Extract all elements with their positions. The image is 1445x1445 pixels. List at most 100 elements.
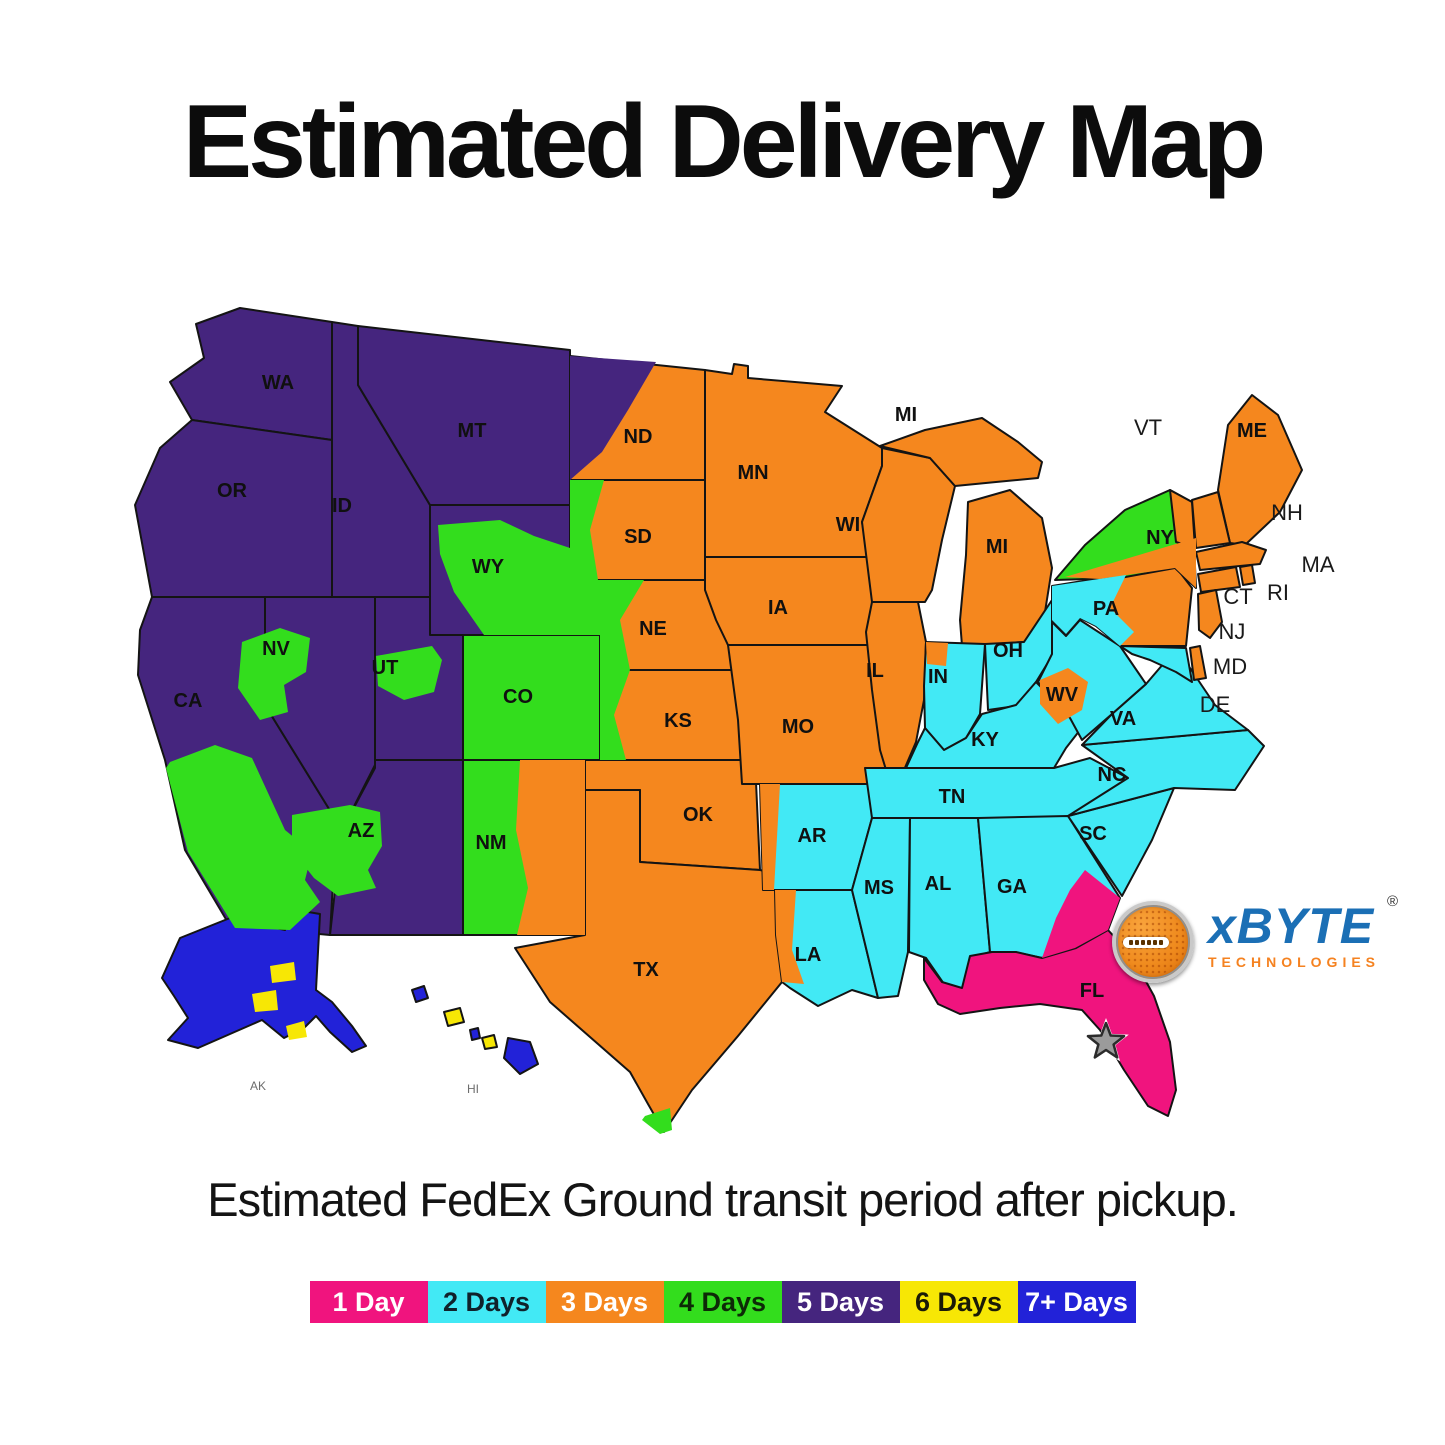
zone-patch-3day [926,642,948,666]
state-label-SD: SD [624,526,652,548]
state-CT [1197,566,1241,593]
legend-item-7day: 7+ Days [1017,1281,1136,1323]
legend-item-1day: 1 Day [309,1281,428,1323]
state-TX [514,789,783,1133]
state-label-FL: FL [1080,980,1104,1002]
state-label-WI: WI [836,514,860,536]
legend-item-3day: 3 Days [545,1281,664,1323]
state-label-VT: VT [1134,415,1162,440]
state-label-NV: NV [262,638,290,660]
state-NJ [1197,589,1223,639]
zone-patch-4day [438,520,570,635]
state-label-KY: KY [971,729,999,751]
state-label-DE: DE [1200,692,1231,717]
zone-patch-4day [570,480,604,580]
zone-patch-3day [1040,668,1088,724]
state-label-CT: CT [1223,584,1252,609]
state-label-WV: WV [1046,684,1079,706]
zone-patch-3day [1065,538,1196,588]
legend-item-6day: 6 Days [899,1281,1018,1323]
zone-patch-6day [270,962,296,983]
registered-mark: ® [1386,893,1399,910]
state-label-NC: NC [1098,764,1127,786]
state-label-NM: NM [475,832,506,854]
state-label-IL: IL [866,660,884,682]
xbyte-logo-icon [1112,901,1194,983]
state-label-WY: WY [472,556,505,578]
origin-star-marker [1086,1021,1126,1059]
state-label-ND: ND [624,426,653,448]
xbyte-logo-text: xBYTE ® TECHNOLOGIES [1208,893,1398,970]
zone-patch-4day [642,1108,672,1134]
state-label-OR: OR [217,480,248,502]
zone-patch-4day [376,646,442,700]
state-NC [1067,729,1265,817]
zone-patch-3day [775,890,804,984]
zone-patch-3day [516,760,585,935]
state-label-NJ: NJ [1219,619,1246,644]
legend-item-5day: 5 Days [781,1281,900,1323]
state-label-WA: WA [262,372,294,394]
state-label-SC: SC [1079,823,1107,845]
state-HI [411,985,429,1003]
state-label-NH: NH [1271,500,1303,525]
state-KY [877,681,1081,783]
state-label-AK: AK [250,1079,266,1093]
zone-patch-4day [600,670,630,760]
state-label-NY: NY [1146,527,1174,549]
state-label-NE: NE [639,618,667,640]
state-label-MI: MI [986,536,1008,558]
zone-patch-1day [1042,870,1120,958]
state-label-GA: GA [997,876,1027,898]
state-NH [1191,491,1231,549]
state-label-UT: UT [372,657,399,679]
xbyte-logo: xBYTE ® TECHNOLOGIES [1112,893,1398,983]
zone-patch-4day [570,580,644,670]
state-label-KS: KS [664,710,692,732]
state-label-MS: MS [864,877,894,899]
legend-item-4day: 4 Days [663,1281,782,1323]
legend-item-2day: 2 Days [427,1281,546,1323]
state-label-CO: CO [503,686,533,708]
zone-patch-6day [481,1034,498,1050]
state-label-OK: OK [683,804,714,826]
us-delivery-map: MI WA OR CA NV ID MT WY UT CO AZ NM ND SD NE KS OK TX MN IA… [134,307,1335,1134]
zone-patch-4day [292,805,382,896]
state-label-PA: PA [1093,598,1119,620]
state-label-IN: IN [928,666,948,688]
state-RI [1239,564,1256,586]
state-label-MO: MO [782,716,814,738]
state-label-LA: LA [795,944,822,966]
zone-patch-4day [166,745,320,930]
state-label-ME: ME [1237,420,1267,442]
page-title: Estimated Delivery Map [182,84,1267,200]
brand-name: xBYTE [1208,898,1375,954]
state-label-MD: MD [1213,654,1247,679]
state-label-AR: AR [798,825,827,847]
state-label-MN: MN [737,462,768,484]
state-label-MT: MT [458,420,487,442]
state-label-IA: IA [768,597,788,619]
state-DE [1189,645,1207,681]
state-label-ID: ID [332,495,352,517]
state-HI [503,1037,539,1075]
state-label-VA: VA [1110,708,1136,730]
state-label-MI-north: MI [895,404,917,426]
state-label-AZ: AZ [348,820,375,842]
brand-tagline: TECHNOLOGIES [1208,954,1381,970]
state-label-TX: TX [633,959,659,981]
state-label-OH: OH [993,640,1023,662]
zone-patch-6day [252,990,278,1012]
zone-patch-3day [760,784,780,890]
state-label-CA: CA [174,690,203,712]
state-MA [1195,541,1267,571]
state-label-AL: AL [925,873,952,895]
map-subtitle: Estimated FedEx Ground transit period af… [207,1173,1239,1226]
zone-patch-5day [570,356,656,480]
state-label-TN: TN [939,786,966,808]
zone-patch-6day [286,1021,307,1040]
state-OR [134,419,333,598]
state-label-MA: MA [1302,552,1335,577]
state-label-HI: HI [467,1082,479,1096]
